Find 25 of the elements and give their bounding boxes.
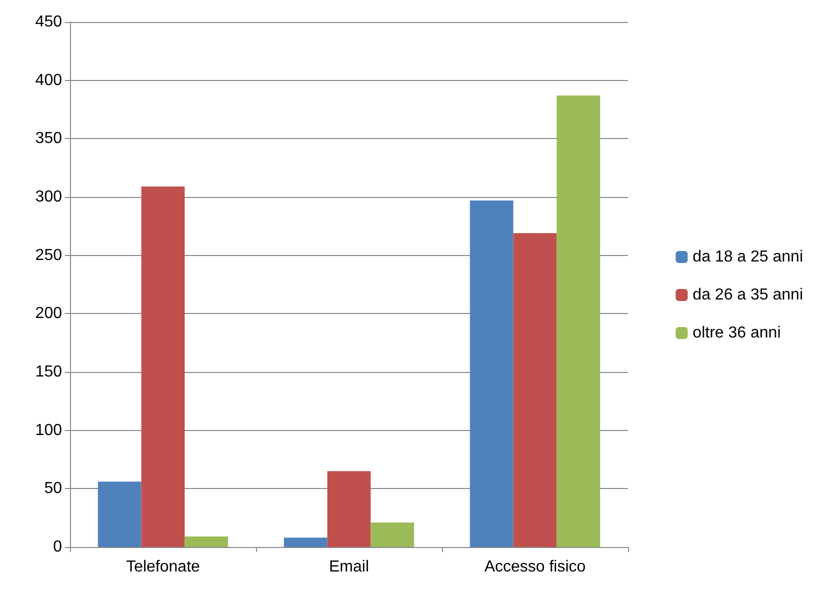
y-tick-label: 0 [53,538,62,556]
legend-label: da 26 a 35 anni [692,286,804,304]
y-tick-label: 450 [35,14,62,30]
x-tick-label: Accesso fisico [484,558,586,576]
x-tick-label: Telefonate [126,558,200,576]
bar [327,471,371,547]
y-tick-label: 50 [44,480,62,498]
bar [470,200,514,547]
legend-label: oltre 36 anni [692,324,781,342]
y-tick-label: 400 [35,72,62,89]
bar [370,522,414,547]
y-tick-label: 200 [35,305,62,322]
x-tick-label: Email [328,558,370,576]
bar [556,96,600,547]
bar [284,538,328,547]
y-tick-label: 300 [35,188,62,206]
y-tick-label: 100 [35,422,62,439]
y-tick-label: 350 [35,130,62,148]
legend-label: da 18 a 25 anni [692,248,804,266]
y-tick-label: 250 [35,246,62,264]
y-tick-label: 150 [35,364,62,380]
bar [98,482,142,547]
bar [141,186,185,547]
bar [184,536,228,547]
bar [513,233,557,547]
